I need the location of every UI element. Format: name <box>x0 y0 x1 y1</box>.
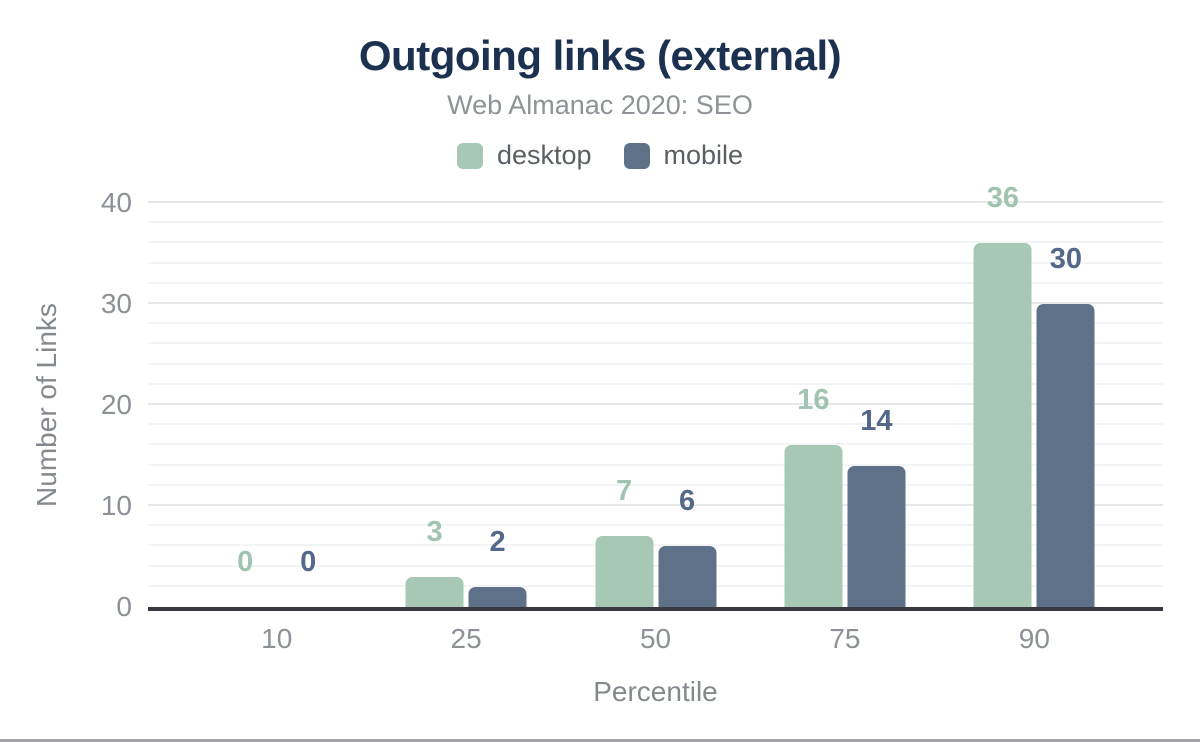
y-tick-label: 40 <box>100 187 132 218</box>
minor-gridline <box>148 342 1163 345</box>
legend-swatch-mobile <box>623 142 650 169</box>
legend-swatch-desktop <box>456 142 483 169</box>
bar-desktop-p25[interactable] <box>405 576 464 607</box>
x-tick-label: 50 <box>639 623 672 654</box>
chart-subtitle: Web Almanac 2020: SEO <box>447 90 753 120</box>
bar-column-desktop: 36 <box>973 184 1032 607</box>
major-gridline <box>148 403 1163 405</box>
category-band-75: 16 14 75 <box>750 203 939 654</box>
minor-gridline <box>148 423 1163 426</box>
bar-mobile-p75[interactable] <box>847 465 906 607</box>
bar-column-mobile: 2 <box>468 527 527 607</box>
bar-mobile-p50[interactable] <box>658 546 717 607</box>
minor-gridline <box>148 483 1163 486</box>
minor-gridline <box>148 382 1163 385</box>
data-label-mobile: 30 <box>1049 243 1082 275</box>
category-band-10: 0 0 10 <box>182 203 371 655</box>
category-band-50: 7 6 50 <box>561 203 750 654</box>
bottom-border-bar <box>0 739 1200 742</box>
legend-item-mobile[interactable]: mobile <box>623 140 744 171</box>
x-tick-label: 75 <box>829 623 861 654</box>
bar-column-mobile: 6 <box>658 487 717 607</box>
minor-gridline <box>148 241 1163 244</box>
x-tick-label: 10 <box>261 623 293 654</box>
data-label-mobile: 6 <box>678 485 696 518</box>
bar-desktop-p50[interactable] <box>595 536 654 607</box>
x-axis-title: Percentile <box>593 676 718 707</box>
legend-label: mobile <box>663 140 744 170</box>
bar-mobile-p90[interactable] <box>1036 304 1095 607</box>
minor-gridline <box>148 322 1163 325</box>
bar-desktop-p90[interactable] <box>973 243 1032 607</box>
bar-pair: 16 14 <box>784 386 906 607</box>
bar-desktop-p75[interactable] <box>784 445 843 607</box>
legend-item-desktop[interactable]: desktop <box>456 140 592 171</box>
plot-area: 0 10 20 30 40 0 0 10 3 2 25 7 6 50 16 14 75 36 30 90 <box>101 184 1163 655</box>
bar-column-desktop: 3 <box>405 517 464 607</box>
bar-pair: 36 30 <box>973 184 1095 607</box>
category-band-90: 36 30 90 <box>940 184 1129 654</box>
y-tick-label: 10 <box>100 490 132 521</box>
minor-gridline <box>148 362 1163 365</box>
bar-column-desktop: 16 <box>784 386 843 607</box>
data-label-mobile: 2 <box>489 525 506 558</box>
data-label-desktop: 36 <box>986 182 1019 215</box>
bar-column-mobile: 14 <box>847 406 906 607</box>
y-tick-label: 0 <box>116 591 132 622</box>
y-axis-title: Number of Links <box>31 303 62 507</box>
data-label-desktop: 16 <box>797 384 830 417</box>
bar-mobile-p25[interactable] <box>468 586 527 607</box>
minor-gridline <box>148 584 1163 587</box>
minor-gridline <box>148 544 1163 547</box>
major-gridline <box>148 201 1163 203</box>
bar-column-desktop: 7 <box>595 477 654 607</box>
category-band-25: 3 2 25 <box>371 203 560 654</box>
minor-gridline <box>148 443 1163 446</box>
minor-gridline <box>148 261 1163 264</box>
major-gridline <box>148 504 1163 506</box>
y-tick-label: 20 <box>100 389 132 420</box>
data-label-mobile: 14 <box>860 404 893 437</box>
minor-gridline <box>148 463 1163 466</box>
data-label-desktop: 0 <box>237 546 254 578</box>
x-tick-label: 90 <box>1018 623 1050 654</box>
data-label-desktop: 7 <box>615 475 633 508</box>
chart-title: Outgoing links (external) <box>358 32 842 79</box>
minor-gridline <box>148 564 1163 567</box>
data-label-mobile: 0 <box>300 546 317 578</box>
legend: desktop mobile <box>0 140 1200 171</box>
minor-gridline <box>148 524 1163 527</box>
bar-column-mobile: 30 <box>1036 245 1095 607</box>
y-tick-label: 30 <box>100 288 132 319</box>
major-gridline <box>148 302 1163 304</box>
x-tick-label: 25 <box>450 623 482 654</box>
data-label-desktop: 3 <box>426 515 443 548</box>
legend-label: desktop <box>496 140 592 170</box>
minor-gridline <box>148 221 1163 224</box>
minor-gridline <box>148 281 1163 284</box>
bands: 0 0 10 3 2 25 7 6 50 16 14 75 36 30 90 <box>148 184 1163 655</box>
